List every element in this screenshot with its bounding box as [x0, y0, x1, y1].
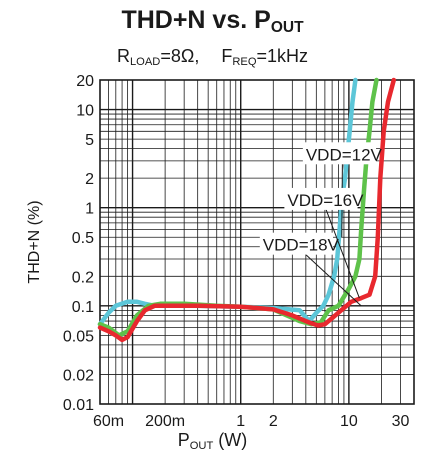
condition-freq-symbol: F — [221, 46, 233, 66]
x-tick-label: 10 — [340, 413, 358, 430]
x-tick-label: 60m — [93, 413, 124, 430]
y-tick-label: 20 — [76, 73, 94, 90]
condition-freq-subscript: REQ — [232, 56, 257, 69]
annotation-leader-1 — [323, 203, 360, 299]
annotation-box-1 — [284, 187, 358, 210]
condition-load-value: =8Ω, — [160, 46, 200, 66]
condition-load-symbol: R — [116, 46, 130, 66]
x-tick-label: 2 — [269, 413, 278, 430]
y-tick-label: 10 — [76, 103, 94, 120]
y-tick-label: 2 — [85, 171, 94, 188]
y-tick-label: 0.2 — [72, 269, 94, 286]
chart-title: THD+N vs. POUT — [0, 6, 425, 37]
x-tick-label: 200m — [145, 413, 185, 430]
x-axis-label-main: P — [177, 430, 190, 450]
annotation-label-2: VDD=18V — [263, 236, 340, 255]
x-axis-label-unit: (W) — [213, 430, 248, 450]
x-tick-label: 30 — [392, 413, 410, 430]
grid-lines — [100, 80, 414, 404]
chart-title-subscript: OUT — [270, 19, 304, 37]
annotation-label-0: VDD=12V — [306, 145, 383, 164]
series-line-2 — [97, 77, 397, 343]
x-axis-label-subscript: OUT — [189, 440, 214, 453]
tick-labels: 60m 200m 1 2 10 30 0.01 0.02 0.05 0.1 0.2 0.5 1 2 5 10 2… — [63, 73, 410, 430]
chart-title-main: THD+N vs. P — [121, 6, 271, 34]
test-conditions: RLOAD=8Ω, FREQ=1kHz — [0, 46, 425, 69]
y-tick-label: 0.01 — [63, 397, 94, 414]
y-axis-label: THD+N (%) — [26, 200, 43, 284]
plot-frame — [99, 79, 415, 405]
y-tick-label: 0.02 — [63, 367, 94, 384]
y-tick-label: 5 — [85, 132, 94, 149]
annotation-box-2 — [259, 232, 333, 255]
annotation-leader-2 — [299, 248, 362, 307]
x-axis-label: POUT (W) — [0, 430, 425, 453]
condition-freq-value: =1kHz — [256, 46, 309, 66]
y-tick-label: 0.1 — [72, 299, 94, 316]
annotation-label-1: VDD=16V — [287, 191, 364, 210]
series-annotations: VDD=12V VDD=16V VDD=18V — [259, 142, 383, 307]
condition-load-subscript: LOAD — [129, 56, 161, 69]
y-tick-label: 1 — [85, 201, 94, 218]
y-tick-label: 0.05 — [63, 328, 94, 345]
annotation-box-0 — [302, 142, 377, 165]
x-tick-label: 1 — [236, 413, 245, 430]
y-tick-label: 0.5 — [72, 230, 94, 247]
